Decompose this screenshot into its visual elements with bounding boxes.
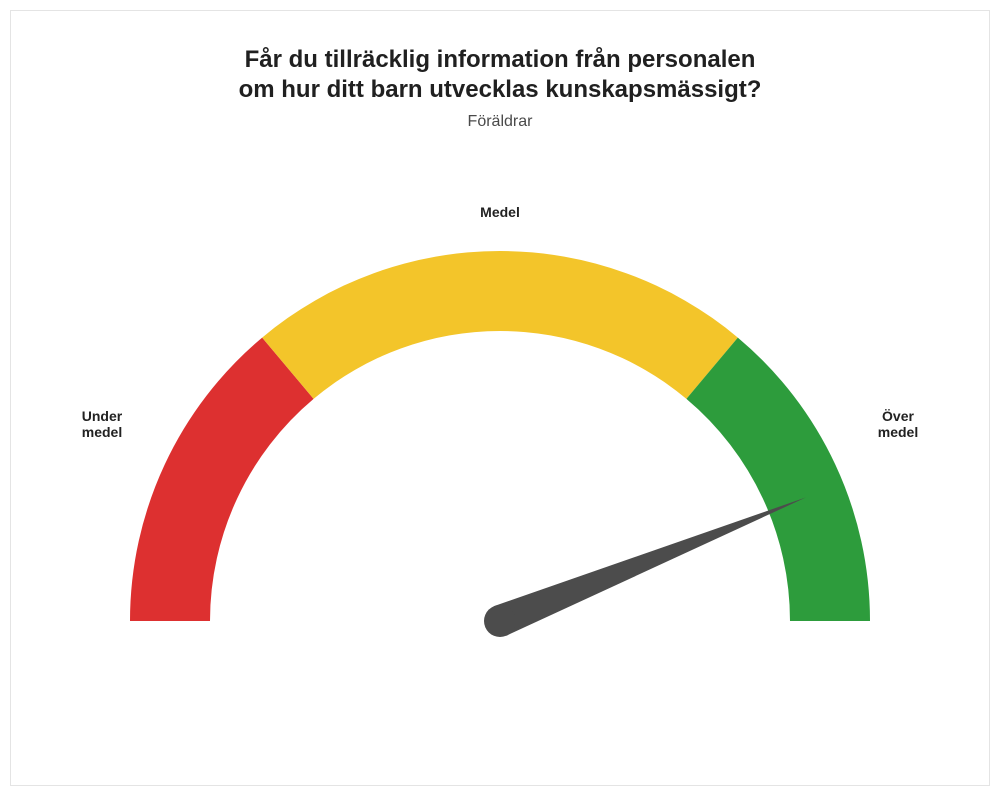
gauge-segment-label-1: Medel (480, 204, 520, 220)
title-line-1: Får du tillräcklig information från pers… (245, 46, 756, 73)
gauge-segment-1 (262, 251, 738, 399)
chart-frame: Får du tillräcklig information från pers… (10, 10, 990, 786)
chart-subtitle: Föräldrar (11, 113, 989, 131)
gauge-segment-label-2: Övermedel (878, 408, 918, 440)
gauge-chart: Undermedel Medel Övermedel (60, 161, 940, 681)
gauge-segment-2 (686, 338, 870, 621)
gauge-segment-label-0: Undermedel (82, 408, 123, 440)
title-block: Får du tillräcklig information från pers… (11, 45, 989, 131)
chart-title: Får du tillräcklig information från pers… (11, 45, 989, 105)
gauge-segment-0 (130, 338, 314, 621)
gauge-needle-hub (484, 605, 516, 637)
gauge-needle (494, 497, 806, 635)
gauge-container: Undermedel Medel Övermedel (11, 161, 989, 681)
title-line-2: om hur ditt barn utvecklas kunskapsmässi… (239, 76, 762, 103)
